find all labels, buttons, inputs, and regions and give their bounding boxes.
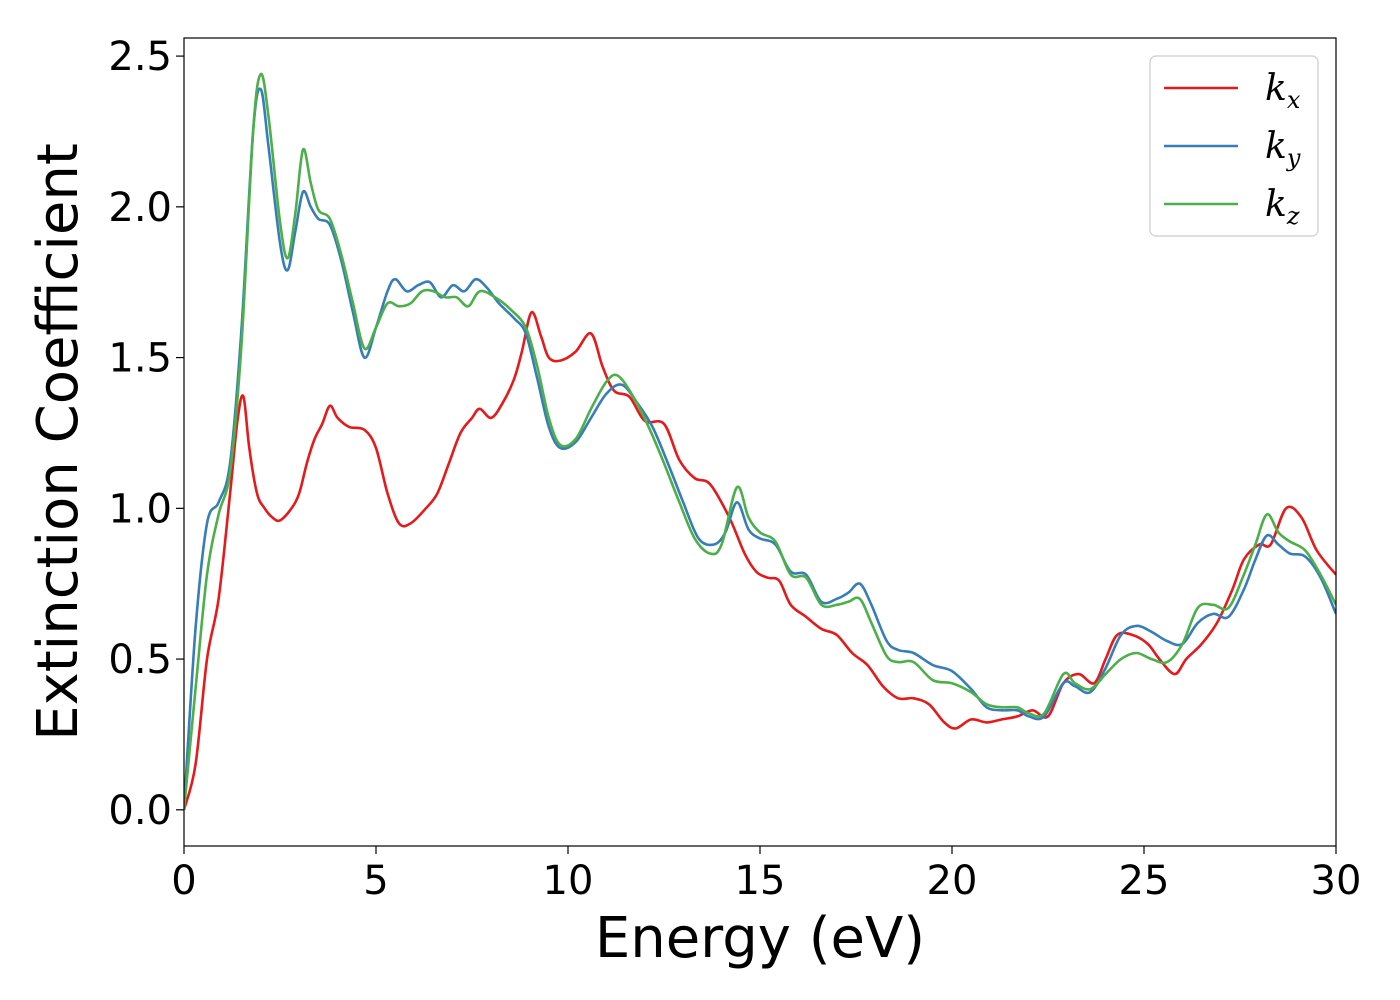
legend-label-subscript: y: [1286, 144, 1301, 172]
y-tick-label: 2.5: [108, 34, 172, 80]
x-tick-label: 15: [735, 858, 786, 904]
x-tick-label: 5: [363, 858, 388, 904]
legend-label-x: kx: [1265, 68, 1301, 114]
series-line-y: [184, 87, 1336, 810]
x-axis: 0 5 10 15 20 25 30: [171, 846, 1361, 904]
legend-label-base: k: [1265, 68, 1287, 109]
x-axis-title: Energy (eV): [595, 906, 925, 971]
legend-label-z: kz: [1265, 184, 1300, 230]
legend-label-base: k: [1265, 126, 1287, 167]
y-tick-label: 1.0: [108, 486, 172, 532]
legend-label-subscript: x: [1287, 86, 1301, 114]
legend-label-base: k: [1265, 184, 1287, 225]
series-line-z: [184, 72, 1336, 810]
x-tick-label: 10: [543, 858, 594, 904]
x-tick-label: 25: [1119, 858, 1170, 904]
y-tick-label: 1.5: [108, 336, 172, 382]
y-tick-label: 0.5: [108, 637, 172, 683]
y-axis: 0.0 0.5 1.0 1.5 2.0 2.5: [108, 34, 184, 834]
y-tick-label: 2.0: [108, 185, 172, 231]
x-tick-label: 0: [171, 858, 196, 904]
series-layer: [184, 72, 1336, 811]
series-line-x: [184, 311, 1336, 811]
legend-label-subscript: z: [1286, 202, 1300, 230]
x-tick-label: 20: [927, 858, 978, 904]
y-tick-label: 0.0: [108, 788, 172, 834]
x-tick-label: 30: [1311, 858, 1362, 904]
y-axis-title: Extinction Coefficient: [26, 143, 91, 741]
legend-label-y: ky: [1265, 126, 1301, 172]
